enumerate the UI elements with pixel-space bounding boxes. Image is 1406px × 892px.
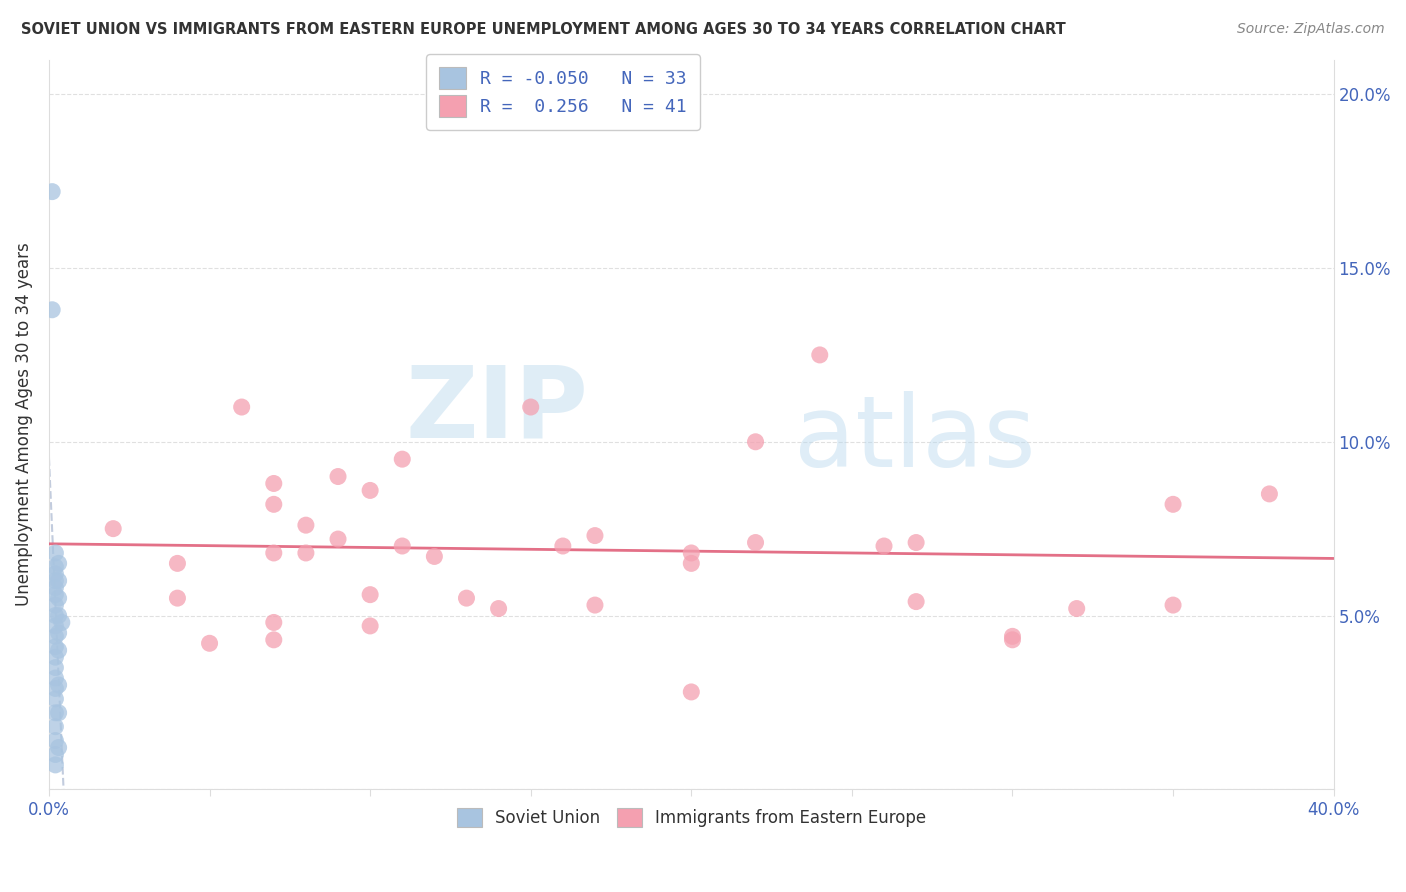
- Point: [44, 758, 66, 772]
- Point: [263, 476, 285, 491]
- Point: [744, 434, 766, 449]
- Y-axis label: Unemployment Among Ages 30 to 34 years: Unemployment Among Ages 30 to 34 years: [15, 243, 32, 607]
- Point: [44, 546, 66, 560]
- Point: [263, 497, 285, 511]
- Point: [905, 594, 928, 608]
- Point: [48, 591, 70, 606]
- Point: [295, 546, 318, 560]
- Text: SOVIET UNION VS IMMIGRANTS FROM EASTERN EUROPE UNEMPLOYMENT AMONG AGES 30 TO 34 : SOVIET UNION VS IMMIGRANTS FROM EASTERN …: [21, 22, 1066, 37]
- Point: [808, 348, 831, 362]
- Point: [44, 733, 66, 747]
- Point: [519, 400, 541, 414]
- Point: [44, 640, 66, 654]
- Point: [359, 619, 381, 633]
- Point: [48, 643, 70, 657]
- Point: [44, 629, 66, 643]
- Point: [326, 532, 349, 546]
- Point: [48, 574, 70, 588]
- Point: [359, 483, 381, 498]
- Point: [48, 678, 70, 692]
- Point: [1161, 598, 1184, 612]
- Point: [263, 615, 285, 630]
- Point: [44, 619, 66, 633]
- Point: [198, 636, 221, 650]
- Point: [583, 528, 606, 542]
- Point: [44, 650, 66, 665]
- Point: [1161, 497, 1184, 511]
- Legend: Soviet Union, Immigrants from Eastern Europe: Soviet Union, Immigrants from Eastern Eu…: [449, 800, 935, 836]
- Point: [48, 625, 70, 640]
- Point: [326, 469, 349, 483]
- Point: [48, 706, 70, 720]
- Point: [44, 692, 66, 706]
- Point: [1066, 601, 1088, 615]
- Point: [51, 615, 73, 630]
- Point: [103, 522, 125, 536]
- Point: [583, 598, 606, 612]
- Point: [263, 632, 285, 647]
- Point: [44, 608, 66, 623]
- Point: [48, 740, 70, 755]
- Point: [488, 601, 510, 615]
- Point: [391, 452, 413, 467]
- Point: [48, 608, 70, 623]
- Point: [873, 539, 896, 553]
- Point: [44, 559, 66, 574]
- Point: [456, 591, 478, 606]
- Point: [44, 660, 66, 674]
- Point: [1001, 629, 1024, 643]
- Point: [41, 302, 63, 317]
- Point: [681, 685, 703, 699]
- Point: [681, 546, 703, 560]
- Point: [44, 706, 66, 720]
- Point: [166, 591, 188, 606]
- Point: [44, 747, 66, 762]
- Point: [905, 535, 928, 549]
- Point: [1258, 487, 1281, 501]
- Point: [166, 557, 188, 571]
- Point: [423, 549, 446, 564]
- Point: [744, 535, 766, 549]
- Text: Source: ZipAtlas.com: Source: ZipAtlas.com: [1237, 22, 1385, 37]
- Point: [48, 557, 70, 571]
- Point: [44, 581, 66, 595]
- Point: [681, 557, 703, 571]
- Point: [44, 720, 66, 734]
- Point: [551, 539, 574, 553]
- Point: [44, 588, 66, 602]
- Point: [44, 574, 66, 588]
- Point: [44, 566, 66, 581]
- Text: ZIP: ZIP: [406, 361, 589, 458]
- Point: [263, 546, 285, 560]
- Point: [295, 518, 318, 533]
- Text: atlas: atlas: [794, 391, 1036, 488]
- Point: [44, 671, 66, 685]
- Point: [44, 598, 66, 612]
- Point: [41, 185, 63, 199]
- Point: [44, 681, 66, 696]
- Point: [359, 588, 381, 602]
- Point: [391, 539, 413, 553]
- Point: [231, 400, 253, 414]
- Point: [1001, 632, 1024, 647]
